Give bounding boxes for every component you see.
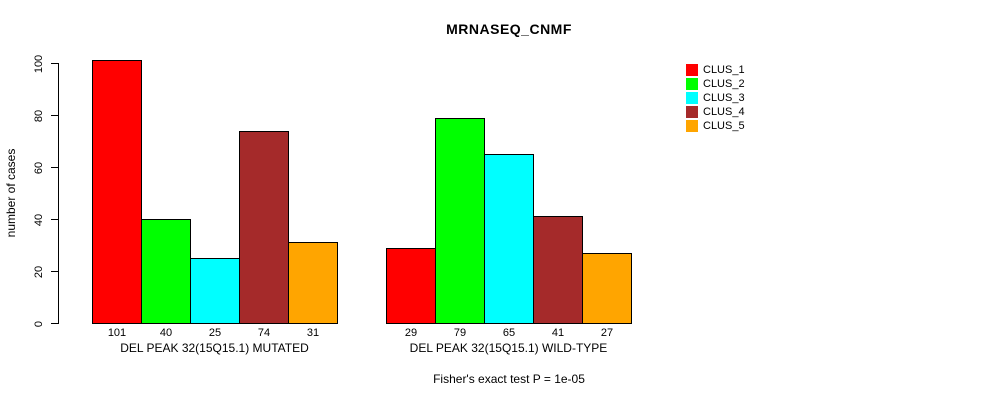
legend-swatch-icon xyxy=(686,78,698,90)
legend-text: CLUS_4 xyxy=(703,106,745,118)
bar-value-label: 27 xyxy=(600,327,614,339)
legend: CLUS_1 CLUS_2 CLUS_3 CLUS_4 CLUS_5 xyxy=(686,63,745,133)
y-tick xyxy=(51,271,58,272)
group-label: DEL PEAK 32(15Q15.1) WILD-TYPE xyxy=(409,341,608,355)
bar-clus_5 xyxy=(288,242,338,324)
y-tick-label: 100 xyxy=(33,54,45,73)
y-tick xyxy=(51,63,58,64)
legend-text: CLUS_3 xyxy=(703,92,745,104)
bar-value-label: 40 xyxy=(159,327,173,339)
bar-clus_3 xyxy=(484,154,534,324)
legend-text: CLUS_1 xyxy=(703,64,745,76)
chart-title: MRNASEQ_CNMF xyxy=(446,21,572,37)
y-tick-label: 20 xyxy=(33,265,45,278)
legend-swatch-icon xyxy=(686,92,698,104)
legend-swatch-icon xyxy=(686,120,698,132)
y-tick xyxy=(51,167,58,168)
bar-clus_1 xyxy=(92,60,142,324)
y-axis-label: number of cases xyxy=(4,148,18,238)
bar-value-label: 79 xyxy=(453,327,467,339)
bar-value-label: 25 xyxy=(208,327,222,339)
y-tick-label: 60 xyxy=(33,161,45,174)
bar-clus_2 xyxy=(141,219,191,324)
group-label: DEL PEAK 32(15Q15.1) MUTATED xyxy=(120,341,309,355)
y-axis-line xyxy=(58,63,59,324)
bar-clus_5 xyxy=(582,253,632,324)
bar-value-label: 65 xyxy=(502,327,516,339)
y-tick xyxy=(51,323,58,324)
bar-clus_1 xyxy=(386,248,436,324)
footer-note: Fisher's exact test P = 1e-05 xyxy=(433,372,585,386)
legend-text: CLUS_5 xyxy=(703,120,745,132)
y-tick xyxy=(51,115,58,116)
legend-row: CLUS_3 xyxy=(686,91,745,105)
bar-clus_2 xyxy=(435,118,485,324)
bar-clus_4 xyxy=(239,131,289,324)
bar-value-label: 101 xyxy=(107,327,127,339)
y-tick-label: 80 xyxy=(33,109,45,122)
legend-row: CLUS_4 xyxy=(686,105,745,119)
legend-swatch-icon xyxy=(686,106,698,118)
legend-row: CLUS_5 xyxy=(686,119,745,133)
bar-clus_3 xyxy=(190,258,240,324)
bar-value-label: 31 xyxy=(306,327,320,339)
legend-row: CLUS_1 xyxy=(686,63,745,77)
bar-value-label: 29 xyxy=(404,327,418,339)
bar-value-label: 41 xyxy=(551,327,565,339)
legend-swatch-icon xyxy=(686,64,698,76)
legend-text: CLUS_2 xyxy=(703,78,745,90)
y-tick-label: 40 xyxy=(33,213,45,226)
bar-value-label: 74 xyxy=(257,327,271,339)
bar-clus_4 xyxy=(533,216,583,324)
y-tick xyxy=(51,219,58,220)
y-tick-label: 0 xyxy=(33,320,45,327)
legend-row: CLUS_2 xyxy=(686,77,745,91)
